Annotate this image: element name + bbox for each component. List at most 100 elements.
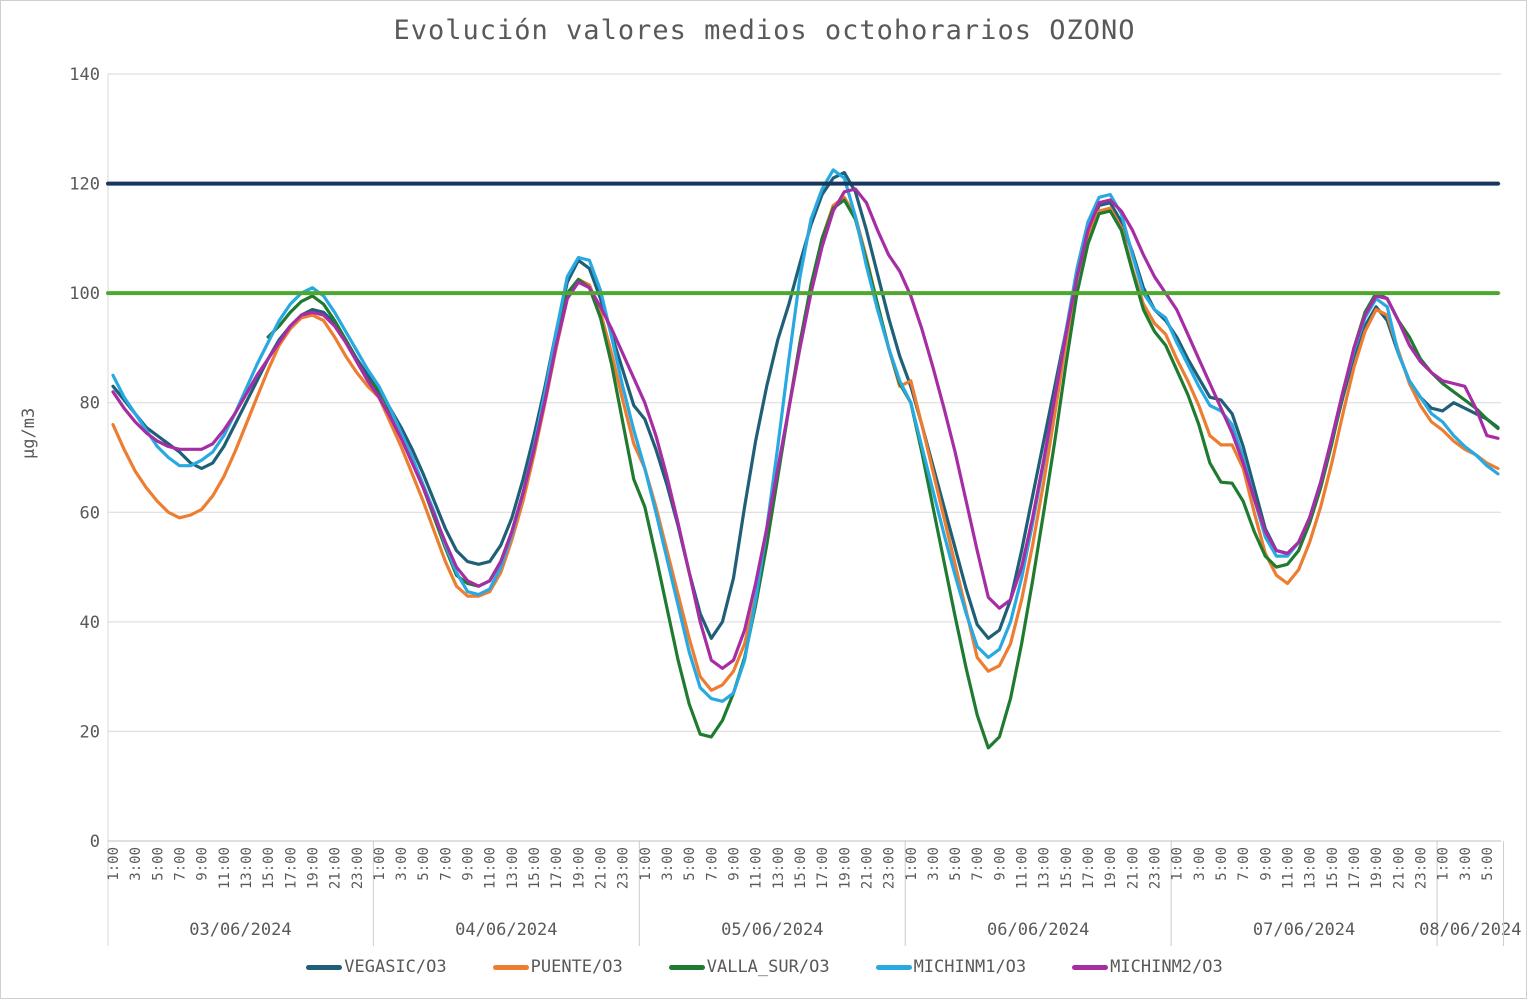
legend: VEGASIC/O3 PUENTE/O3 VALLA_SUR/O3 MICHINM1/… (1, 957, 1527, 977)
x-tick-label: 9:00 (195, 847, 211, 881)
x-tick-label: 21:00 (594, 847, 610, 889)
legend-item-VEGASIC-O3: VEGASIC/O3 (306, 957, 447, 977)
legend-swatch-icon (492, 964, 529, 970)
y-tick-label: 40 (80, 613, 100, 633)
chart-title: Evolución valores medios octohorarios OZ… (393, 15, 1136, 46)
x-tick-label: 1:00 (372, 847, 388, 881)
x-tick-label: 9:00 (992, 847, 1008, 881)
x-tick-label: 5:00 (416, 847, 432, 881)
x-tick-label: 11:00 (483, 847, 499, 889)
x-tick-label: 15:00 (527, 847, 543, 889)
x-tick-label: 11:00 (1015, 847, 1031, 889)
legend-item-MICHINM1-O3: MICHINM1/O3 (875, 957, 1027, 977)
x-date-label: 05/06/2024 (721, 920, 823, 940)
x-date-label: 04/06/2024 (455, 920, 557, 940)
x-tick-label: 1:00 (1436, 847, 1452, 881)
x-tick-label: 19:00 (571, 847, 587, 889)
x-tick-label: 11:00 (217, 847, 233, 889)
series-line-VALLA-SUR-O3 (266, 198, 1500, 750)
legend-label: MICHINM2/O3 (1110, 957, 1223, 977)
x-tick-label: 19:00 (1369, 847, 1385, 889)
y-tick-label: 20 (80, 722, 100, 742)
series-line-MICHINM2-O3 (111, 187, 1500, 670)
x-tick-label: 7:00 (1236, 847, 1252, 881)
x-date-label: 07/06/2024 (1253, 920, 1355, 940)
x-tick-label: 23:00 (1413, 847, 1429, 889)
x-tick-label: 15:00 (1059, 847, 1075, 889)
x-tick-label: 1:00 (106, 847, 122, 881)
x-tick-label: 9:00 (461, 847, 477, 881)
y-tick-label: 140 (69, 65, 100, 85)
x-tick-label: 21:00 (1125, 847, 1141, 889)
x-tick-label: 3:00 (1192, 847, 1208, 881)
x-tick-label: 7:00 (172, 847, 188, 881)
y-tick-label: 60 (80, 503, 100, 523)
x-tick-label: 5:00 (948, 847, 964, 881)
x-tick-label: 3:00 (394, 847, 410, 881)
x-tick-label: 1:00 (904, 847, 920, 881)
x-tick-label: 3:00 (660, 847, 676, 881)
x-tick-label: 23:00 (350, 847, 366, 889)
x-tick-label: 23:00 (1148, 847, 1164, 889)
x-tick-label: 5:00 (682, 847, 698, 881)
legend-label: MICHINM1/O3 (913, 957, 1027, 977)
x-date-label: 03/06/2024 (189, 920, 291, 940)
x-tick-label: 23:00 (616, 847, 632, 889)
legend-swatch-icon (1072, 964, 1109, 970)
y-tick-label: 120 (69, 175, 100, 195)
legend-label: VALLA_SUR/O3 (706, 957, 830, 977)
x-tick-label: 9:00 (726, 847, 742, 881)
x-tick-label: 19:00 (837, 847, 853, 889)
x-tick-label: 13:00 (239, 847, 255, 889)
x-tick-label: 13:00 (771, 847, 787, 889)
legend-swatch-icon (306, 964, 343, 970)
y-tick-label: 100 (69, 284, 100, 304)
x-tick-label: 13:00 (1303, 847, 1319, 889)
x-tick-label: 1:00 (1170, 847, 1186, 881)
x-tick-label: 17:00 (549, 847, 565, 889)
x-tick-label: 15:00 (261, 847, 277, 889)
x-tick-label: 13:00 (1037, 847, 1053, 889)
x-tick-label: 9:00 (1258, 847, 1274, 881)
x-date-label: 06/06/2024 (987, 920, 1089, 940)
x-tick-label: 3:00 (128, 847, 144, 881)
x-date-label: 08/06/2024 (1419, 920, 1521, 940)
x-tick-label: 15:00 (1325, 847, 1341, 889)
x-tick-label: 21:00 (859, 847, 875, 889)
legend-swatch-icon (875, 964, 912, 970)
x-tick-label: 15:00 (793, 847, 809, 889)
x-tick-label: 11:00 (1280, 847, 1296, 889)
x-tick-label: 21:00 (328, 847, 344, 889)
x-tick-label: 3:00 (1458, 847, 1474, 881)
series-line-MICHINM1-O3 (111, 168, 1500, 703)
legend-label: VEGASIC/O3 (344, 957, 447, 977)
x-tick-label: 5:00 (1480, 847, 1496, 881)
legend-item-VALLA-SUR-O3: VALLA_SUR/O3 (668, 957, 830, 977)
y-tick-label: 0 (90, 832, 100, 852)
x-tick-label: 7:00 (438, 847, 454, 881)
x-tick-label: 17:00 (1347, 847, 1363, 889)
x-tick-label: 5:00 (150, 847, 166, 881)
x-tick-label: 17:00 (815, 847, 831, 889)
x-tick-label: 1:00 (638, 847, 654, 881)
x-tick-label: 17:00 (1081, 847, 1097, 889)
x-tick-label: 3:00 (926, 847, 942, 881)
x-tick-label: 19:00 (1103, 847, 1119, 889)
y-tick-label: 80 (80, 394, 100, 414)
x-tick-label: 7:00 (704, 847, 720, 881)
x-tick-label: 17:00 (283, 847, 299, 889)
series-line-PUENTE-O3 (111, 195, 1500, 692)
x-tick-label: 5:00 (1214, 847, 1230, 881)
legend-swatch-icon (668, 964, 705, 970)
x-tick-label: 7:00 (970, 847, 986, 881)
x-tick-label: 13:00 (505, 847, 521, 889)
x-tick-label: 21:00 (1391, 847, 1407, 889)
x-tick-label: 19:00 (305, 847, 321, 889)
x-tick-label: 23:00 (882, 847, 898, 889)
legend-item-PUENTE-O3: PUENTE/O3 (492, 957, 623, 977)
legend-item-MICHINM2-O3: MICHINM2/O3 (1072, 957, 1223, 977)
legend-label: PUENTE/O3 (530, 957, 623, 977)
x-tick-label: 11:00 (749, 847, 765, 889)
